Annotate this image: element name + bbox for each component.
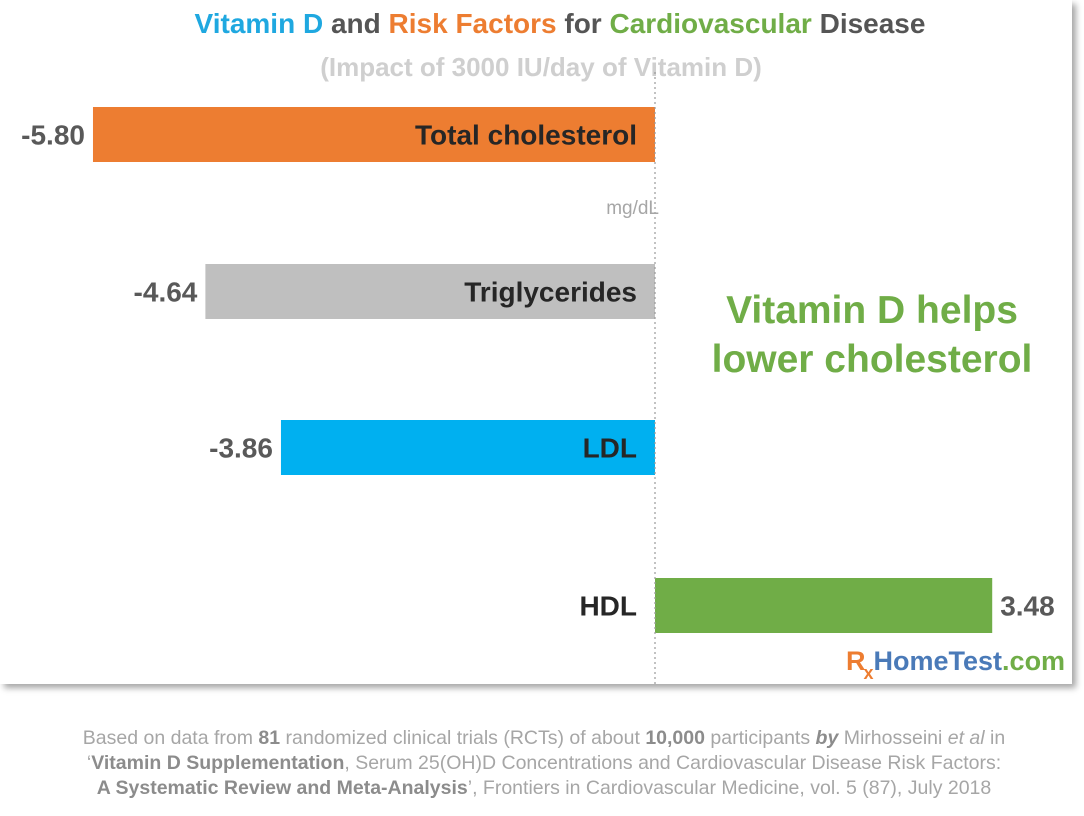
chart-card: Vitamin D and Risk Factors for Cardiovas… (21, 8, 1066, 684)
callout-line-2: lower cholesterol (712, 338, 1033, 381)
chart-subtitle: (Impact of 3000 IU/day of Vitamin D) (320, 52, 762, 82)
title-for: for (556, 8, 610, 39)
title-disease: Disease (811, 8, 926, 39)
title-and: and (323, 8, 389, 39)
bar-ldl (280, 420, 655, 475)
category-label-hdl: HDL (579, 591, 637, 622)
unit-label: mg/dL (606, 198, 659, 219)
bar-total-cholesterol (92, 107, 656, 162)
title-vitamin-d: Vitamin D (194, 8, 324, 39)
bar-hdl (655, 578, 993, 633)
category-label-total-cholesterol: Total cholesterol (415, 120, 637, 151)
chart-title: Vitamin D and Risk Factors for Cardiovas… (0, 8, 1084, 40)
callout-line-1: Vitamin D helps (726, 289, 1018, 332)
bar-triglycerides (205, 264, 655, 319)
title-cardiovascular: Cardiovascular (609, 8, 812, 39)
rxhometest-logo: RxHomeTest.com (846, 646, 1066, 683)
bar-chart: Total cholesterol -5.80 Triglycerides -4.64… (21, 72, 1055, 684)
value-label-total-cholesterol: -5.80 (21, 120, 85, 151)
category-label-ldl: LDL (583, 433, 637, 464)
value-label-triglycerides: -4.64 (134, 277, 198, 308)
source-footnote: Based on data from 81 randomized clinica… (82, 727, 1006, 799)
value-label-ldl: -3.86 (209, 433, 273, 464)
value-label-hdl: 3.48 (1000, 591, 1054, 622)
title-risk-factors: Risk Factors (388, 8, 557, 39)
category-label-triglycerides: Triglycerides (464, 277, 637, 308)
